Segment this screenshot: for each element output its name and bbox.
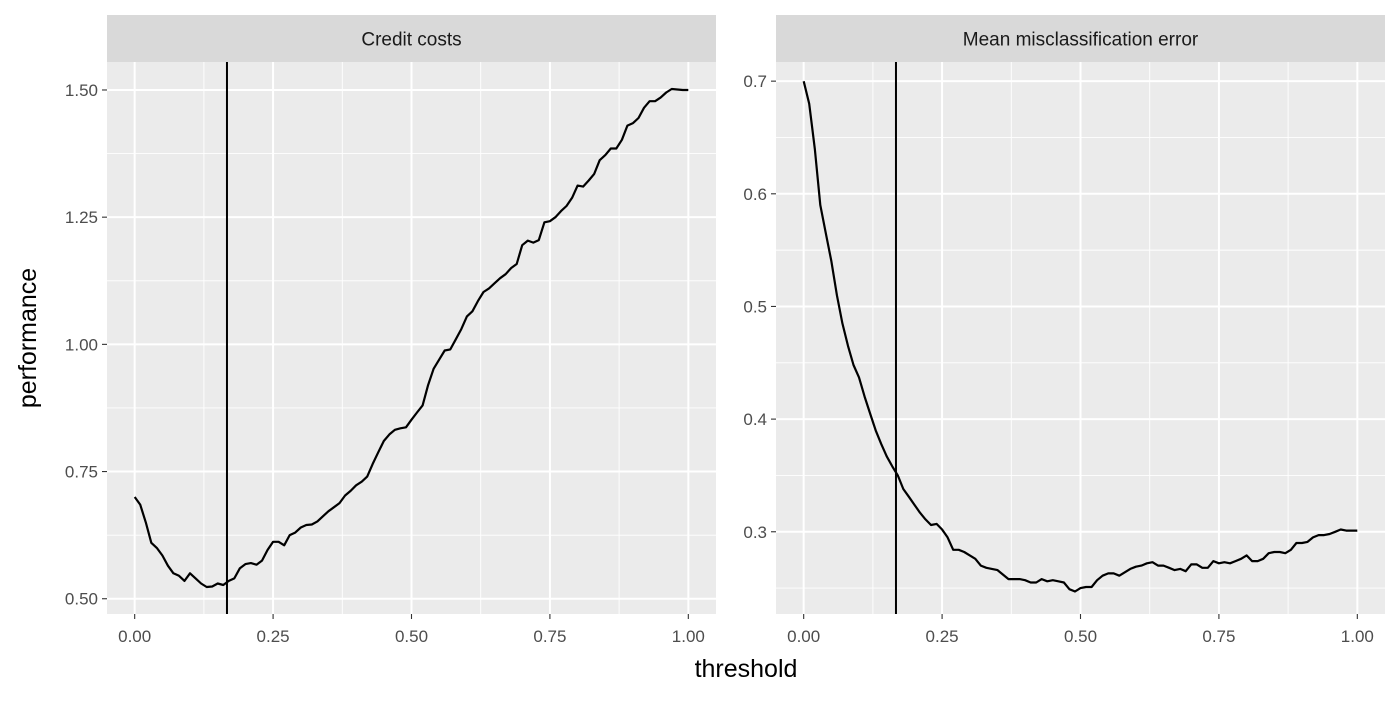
y-tick-label: 0.5 — [743, 297, 767, 316]
y-tick-label: 0.3 — [743, 523, 767, 542]
x-tick-label: 0.50 — [1064, 627, 1097, 646]
y-tick-label: 0.75 — [65, 463, 98, 482]
y-tick-label: 0.50 — [65, 590, 98, 609]
facet-strip-label: Credit costs — [361, 30, 461, 51]
x-axis-title: threshold — [695, 655, 798, 683]
y-tick-label: 1.50 — [65, 81, 98, 100]
y-tick-label: 0.4 — [743, 410, 767, 429]
x-tick-label: 0.75 — [1202, 627, 1235, 646]
x-tick-label: 0.00 — [787, 627, 820, 646]
performance-line — [802, 80, 1358, 593]
performance-line — [133, 87, 689, 589]
x-tick-label: 1.00 — [1341, 627, 1374, 646]
facet-strip — [776, 15, 1385, 62]
x-tick-label: 0.00 — [118, 627, 151, 646]
x-tick-label: 0.75 — [533, 627, 566, 646]
x-tick-label: 0.25 — [926, 627, 959, 646]
y-tick-label: 0.6 — [743, 185, 767, 204]
x-tick-label: 0.25 — [257, 627, 290, 646]
y-tick-label: 0.7 — [743, 72, 767, 91]
y-axis-title: performance — [14, 268, 42, 408]
y-tick-label: 1.00 — [65, 335, 98, 354]
facet-strip-label: Mean misclassification error — [963, 30, 1199, 51]
y-tick-label: 1.25 — [65, 208, 98, 227]
facet-strip — [107, 15, 716, 62]
x-tick-label: 1.00 — [672, 627, 705, 646]
x-tick-label: 0.50 — [395, 627, 428, 646]
